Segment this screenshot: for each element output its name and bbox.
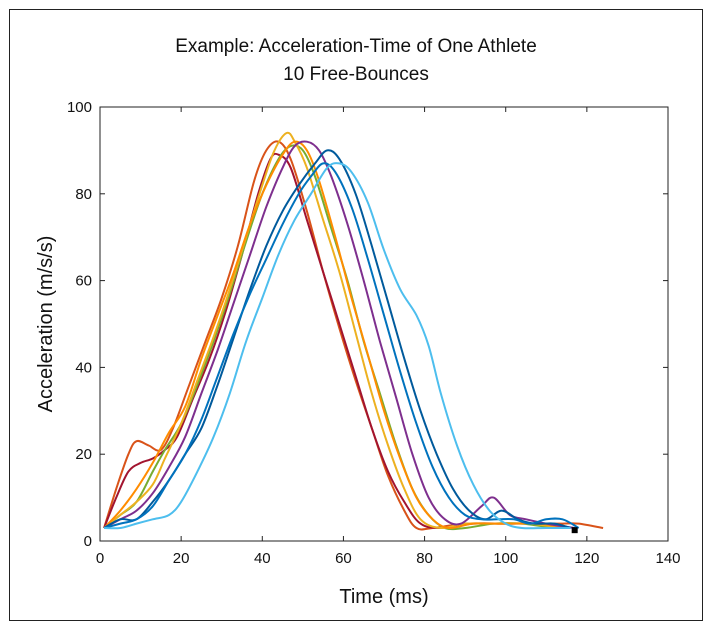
series-line-8 [103, 162, 580, 529]
y-tick-label: 0 [84, 533, 92, 550]
y-tick-label: 40 [75, 359, 92, 376]
x-tick-label: 20 [173, 550, 190, 567]
plot-area [99, 106, 669, 542]
series-line-4 [103, 131, 563, 530]
chart-title: Example: Acceleration-Time of One Athlet… [175, 36, 537, 57]
series-lines [103, 131, 604, 531]
y-tick-label: 100 [67, 99, 92, 116]
x-tick-label: 60 [335, 550, 352, 567]
y-tick-label: 80 [75, 186, 92, 203]
series-line-5 [103, 140, 571, 530]
end-marker [571, 527, 578, 534]
x-tick-label: 80 [416, 550, 433, 567]
y-tick-label: 20 [75, 446, 92, 463]
x-tick-label: 140 [655, 550, 680, 567]
x-axis-label: Time (ms) [339, 586, 428, 608]
x-tick-label: 120 [574, 550, 599, 567]
y-tick-label: 60 [75, 273, 92, 290]
x-tick-label: 100 [493, 550, 518, 567]
y-axis-label: Acceleration (m/s/s) [35, 236, 57, 413]
x-tick-label: 0 [96, 550, 104, 567]
series-line-1 [103, 140, 604, 531]
series-line-3 [103, 144, 555, 531]
series-line-2 [103, 152, 571, 529]
x-tick-label: 40 [254, 550, 271, 567]
series-line-9 [104, 162, 571, 530]
axis-ticks: 0 20 40 60 80 100 120 140 0 20 40 60 80 100 [67, 99, 681, 567]
series-line-6 [103, 140, 575, 529]
chart-subtitle: 10 Free-Bounces [283, 64, 429, 85]
